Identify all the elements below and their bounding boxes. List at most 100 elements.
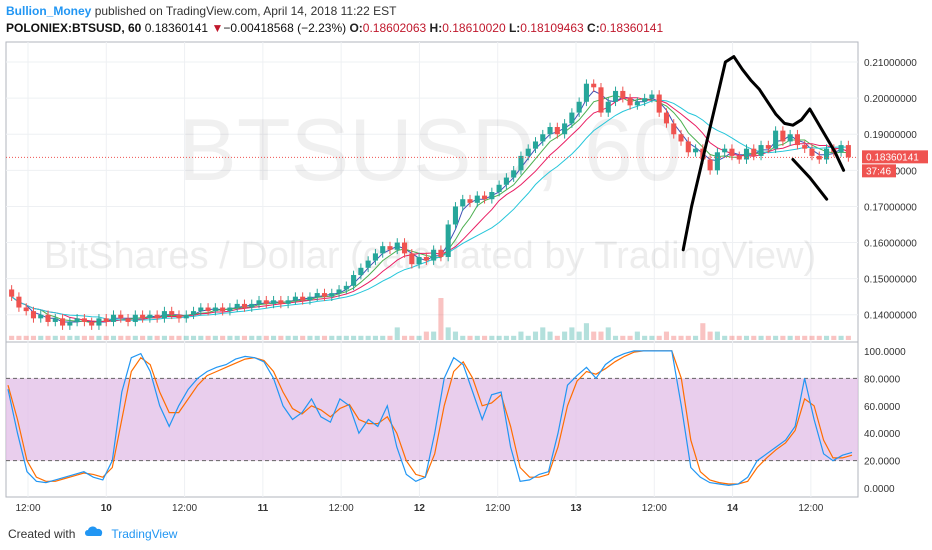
candle-body	[198, 307, 204, 312]
volume-bar	[678, 335, 684, 340]
volume-bar	[118, 335, 124, 340]
volume-bar	[693, 335, 699, 340]
volume-bar	[722, 335, 728, 340]
volume-bar	[380, 335, 386, 340]
candle-body	[671, 123, 677, 135]
candle-body	[620, 90, 626, 99]
candle-body	[81, 318, 87, 322]
volume-bar	[452, 331, 459, 340]
ohlc-line: POLONIEX:BTSUSD, 60 0.18360141 ▼−0.00418…	[6, 20, 926, 37]
volume-bar	[809, 335, 815, 340]
volume-bar	[81, 335, 87, 340]
candle-body	[183, 314, 189, 319]
candle-body	[125, 318, 131, 322]
candle-body	[321, 293, 328, 297]
candle-body	[423, 256, 429, 261]
volume-bar	[794, 335, 800, 340]
close-label: C:	[587, 21, 600, 35]
volume-bar	[496, 335, 502, 340]
volume-bar	[74, 335, 80, 340]
candle-body	[227, 307, 233, 312]
stochastic-lines	[7, 350, 853, 487]
time-tick-label: 12:00	[485, 503, 510, 514]
price-tick-label: 0.15000000	[864, 275, 917, 286]
volume-bar	[256, 335, 262, 340]
volume-bar	[729, 335, 735, 340]
volume-bar	[329, 335, 335, 340]
volume-bar	[431, 331, 437, 340]
time-tick-label: 12	[414, 503, 426, 514]
last-price-tag: 0.18360141 37:46	[862, 150, 928, 178]
annotation-upper-line	[681, 55, 846, 252]
volume-bar	[278, 335, 284, 340]
candle-body	[693, 148, 699, 153]
candle-body	[176, 314, 182, 319]
stochastic-k-line	[7, 350, 853, 487]
candle-body	[351, 275, 357, 286]
candle-body	[460, 199, 466, 207]
volume-bars	[9, 298, 851, 340]
chart-area[interactable]: BTSUSD, 60 BitShares / Dollar (calculate…	[0, 40, 932, 522]
candle-body	[634, 101, 640, 106]
volume-bar	[707, 331, 713, 340]
author-link[interactable]: Bullion_Money	[6, 4, 92, 18]
volume-bar	[249, 335, 255, 340]
volume-bar	[358, 335, 364, 340]
candle-body	[416, 256, 422, 265]
candle-body	[336, 289, 342, 294]
candle-body	[474, 195, 480, 203]
candle-body	[387, 246, 393, 250]
candle-body	[678, 134, 684, 142]
volume-bar	[576, 331, 582, 340]
volume-bar	[482, 335, 488, 340]
volume-bar	[838, 335, 844, 340]
candle-body	[372, 253, 378, 261]
candle-body	[554, 127, 560, 135]
candle-body	[314, 293, 320, 297]
time-axis[interactable]: 12:00 10 12:00 11 12:00 12 12:00 13 12:00 14 12:00	[15, 503, 823, 514]
volume-bar	[45, 335, 51, 340]
candle-body	[52, 318, 58, 322]
volume-bar	[627, 335, 633, 340]
candle-body	[234, 303, 240, 308]
candle-body	[656, 94, 662, 113]
candle-body	[249, 303, 255, 308]
volume-bar	[60, 335, 66, 340]
stochastic-tick-label: 0.0000	[864, 484, 895, 495]
high-label: H:	[429, 21, 443, 35]
symbol-label: POLONIEX:BTSUSD, 60	[6, 21, 142, 35]
drawing-annotations[interactable]	[681, 55, 846, 252]
volume-bar	[52, 335, 58, 340]
time-tick-label: 11	[258, 503, 269, 514]
candle-body	[467, 199, 473, 203]
time-tick-label: 12:00	[15, 503, 40, 514]
candle-body	[743, 148, 750, 160]
volume-bar	[802, 335, 808, 340]
candle-body	[271, 300, 277, 304]
candle-body	[518, 155, 524, 171]
price-tick-label: 0.19000000	[864, 130, 917, 141]
candle-body	[838, 145, 844, 153]
volume-bar	[547, 331, 553, 340]
volume-bar	[780, 335, 786, 340]
volume-bar	[511, 335, 517, 340]
tradingview-link[interactable]: TradingView	[111, 527, 178, 541]
volume-bar	[176, 335, 182, 340]
volume-bar	[474, 335, 480, 340]
stochastic-axis[interactable]: 100.0000 80.0000 60.0000 40.0000 20.0000 0.00…	[864, 347, 906, 495]
candle-body	[16, 296, 22, 308]
candle-body	[438, 249, 444, 257]
time-tick-label: 12:00	[172, 503, 197, 514]
price-axis[interactable]: 0.210000000.200000000.190000000.18000000…	[864, 58, 917, 322]
candle-body	[714, 152, 720, 171]
volume-bar	[140, 335, 146, 340]
candle-body	[343, 285, 349, 290]
candle-body	[263, 300, 269, 304]
candle-body	[103, 318, 109, 322]
high-value: 0.18610020	[442, 21, 506, 35]
candle-body	[532, 141, 539, 149]
volume-bar	[751, 335, 757, 340]
time-tick-label: 13	[570, 503, 582, 514]
volume-bar	[387, 335, 393, 340]
volume-bar	[525, 335, 531, 340]
